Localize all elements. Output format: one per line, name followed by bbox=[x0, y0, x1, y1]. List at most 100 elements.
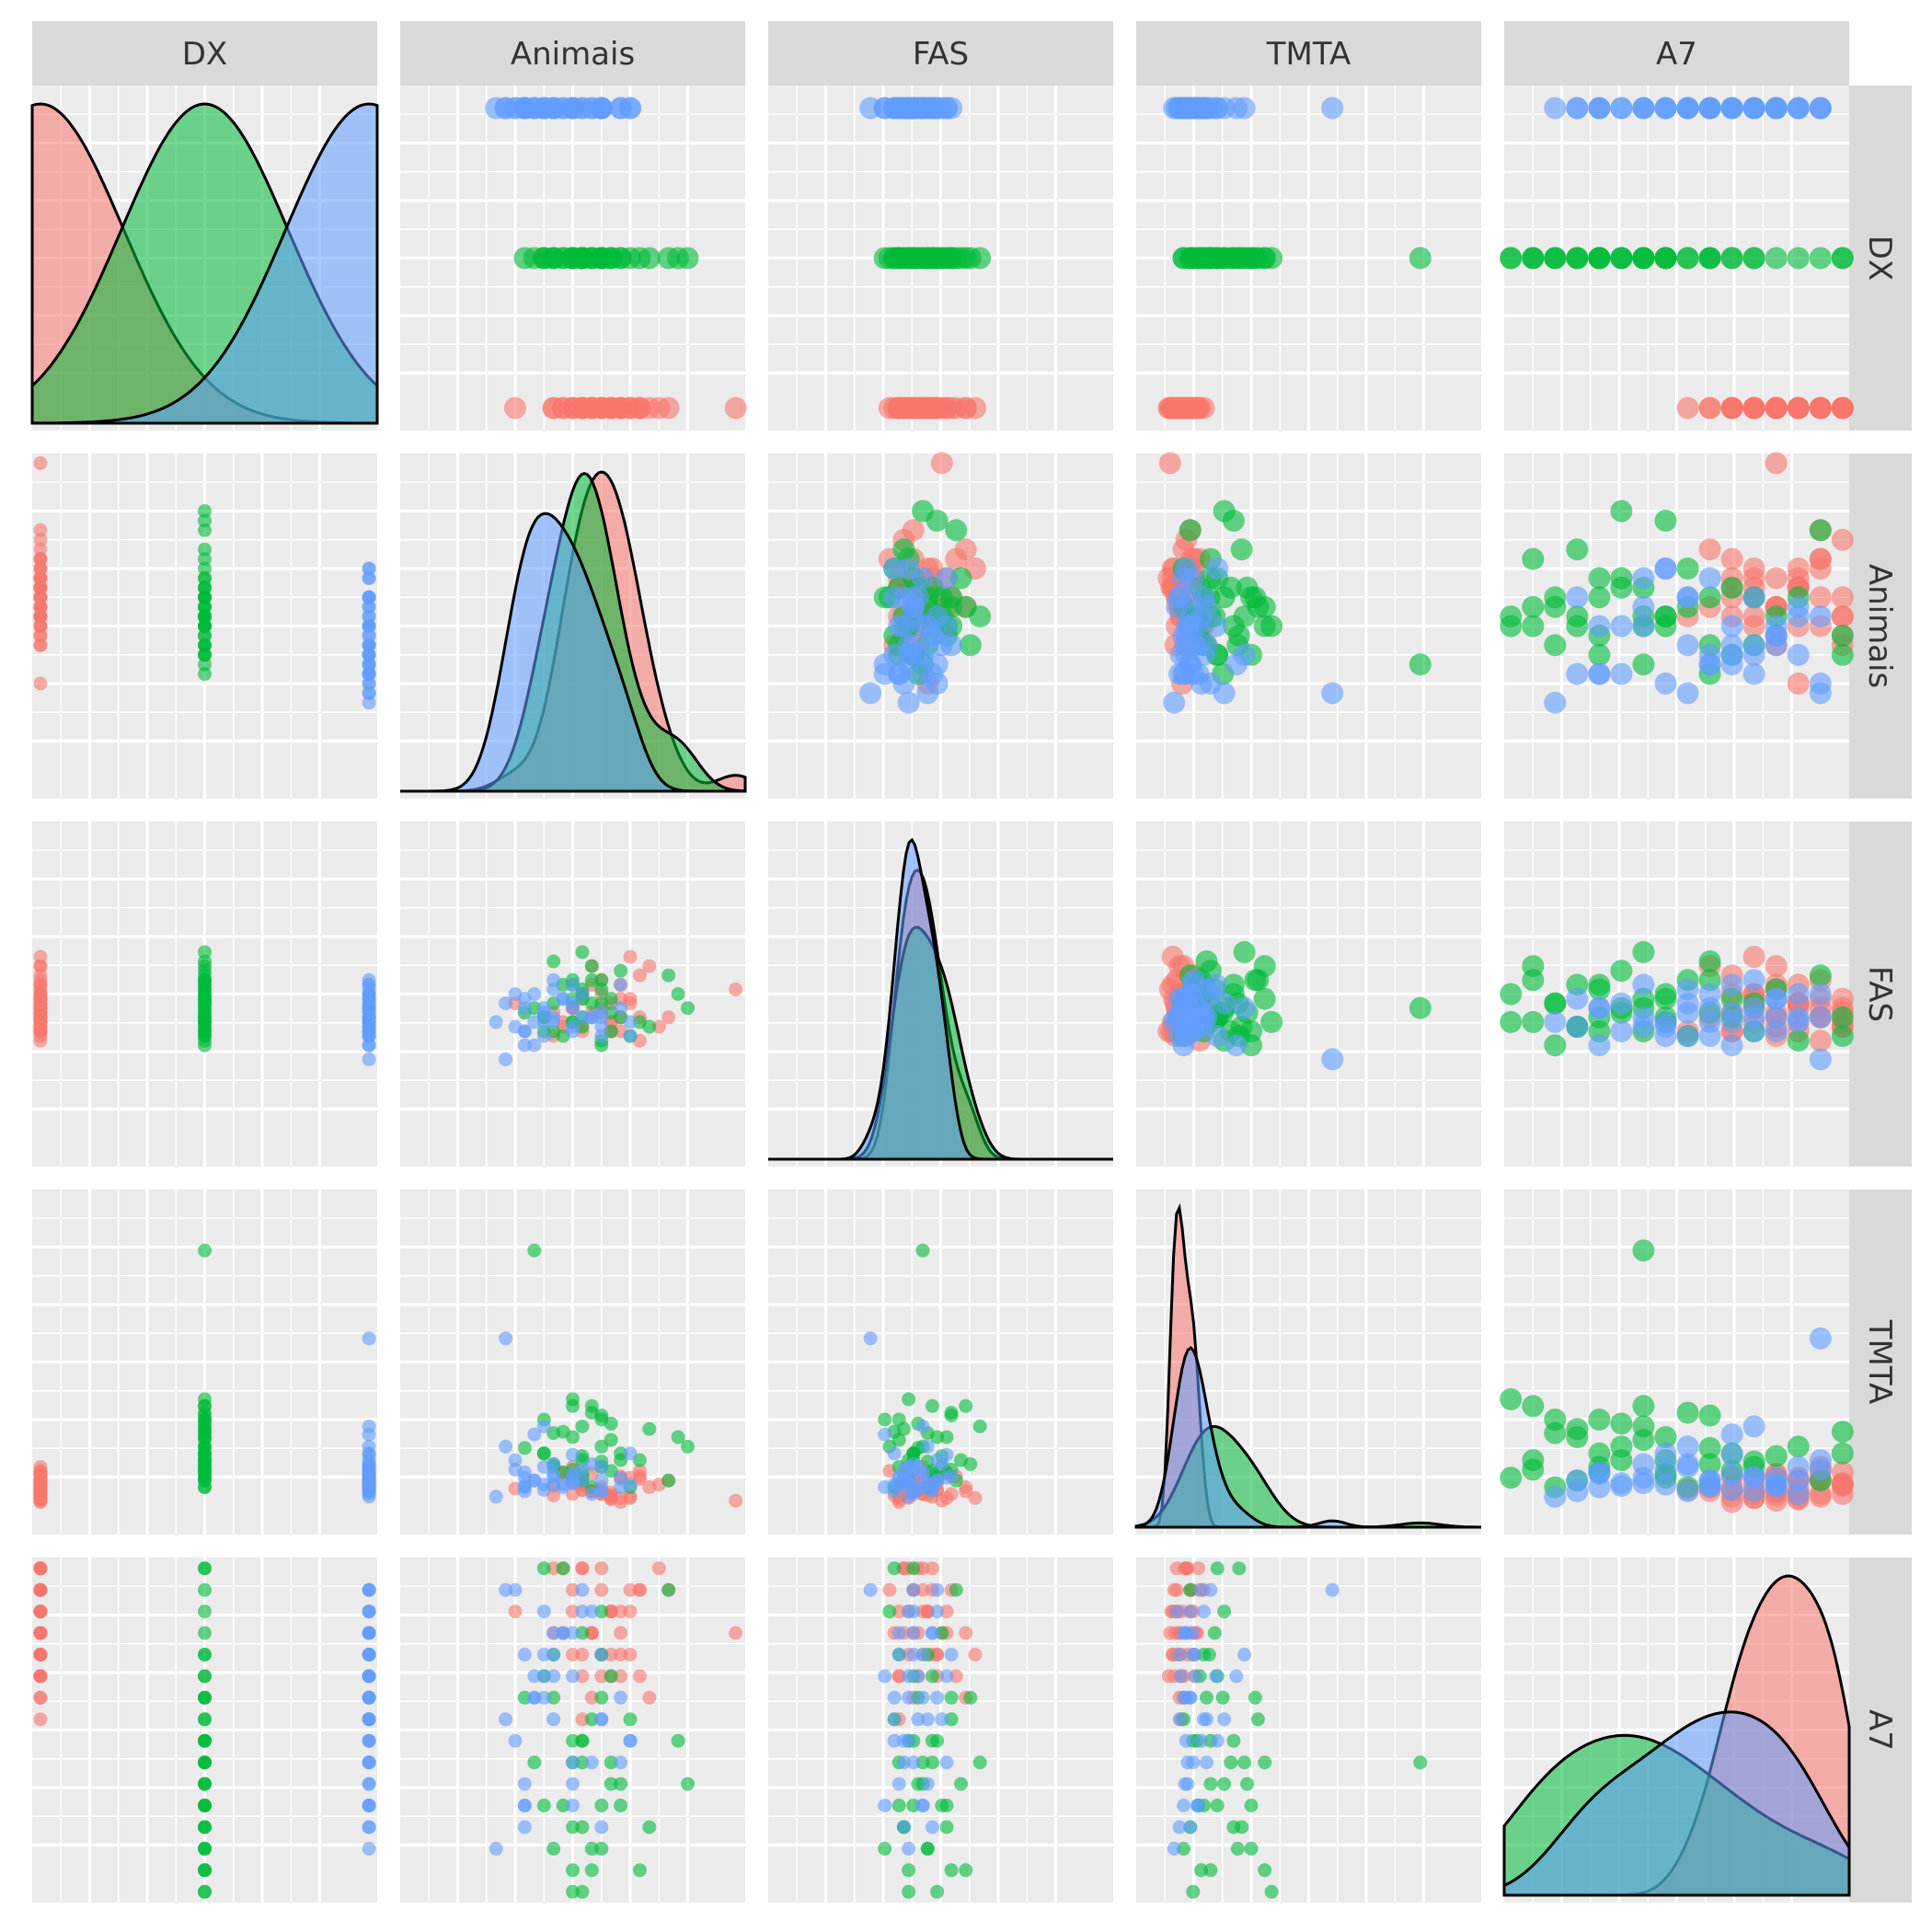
point-group-1 bbox=[1765, 955, 1788, 978]
point-group-3 bbox=[915, 1465, 930, 1479]
point-group-3 bbox=[1172, 567, 1195, 590]
point-group-2 bbox=[575, 1755, 590, 1770]
point-group-3 bbox=[1233, 996, 1256, 1019]
point-group-2 bbox=[1831, 624, 1854, 647]
point-group-3 bbox=[1787, 983, 1810, 1006]
point-group-3 bbox=[575, 987, 590, 1001]
point-group-3 bbox=[489, 1841, 503, 1856]
point-group-3 bbox=[1168, 1006, 1191, 1029]
point-group-3 bbox=[1809, 1048, 1832, 1071]
point-group-3 bbox=[614, 1480, 628, 1494]
density-curve-group-3 bbox=[1502, 1710, 1851, 1897]
point-group-2 bbox=[198, 1582, 212, 1597]
strip-label-right: A7 bbox=[1861, 1709, 1898, 1751]
point-group-3 bbox=[561, 97, 584, 120]
point-group-2 bbox=[1197, 1648, 1211, 1662]
point-group-2 bbox=[1698, 1436, 1721, 1459]
point-group-3 bbox=[546, 1669, 561, 1684]
point-group-2 bbox=[533, 247, 556, 270]
point-group-1 bbox=[614, 1669, 628, 1684]
point-group-2 bbox=[1544, 1034, 1567, 1057]
point-group-2 bbox=[681, 1777, 695, 1791]
point-group-2 bbox=[1227, 247, 1250, 270]
point-group-1 bbox=[594, 1561, 609, 1576]
point-group-2 bbox=[198, 972, 212, 987]
point-group-2 bbox=[954, 1777, 968, 1791]
point-group-2 bbox=[1544, 586, 1567, 609]
point-group-1 bbox=[920, 1604, 935, 1619]
point-group-2 bbox=[198, 600, 212, 615]
point-group-3 bbox=[362, 1820, 376, 1834]
point-group-3 bbox=[920, 1439, 935, 1454]
point-group-2 bbox=[963, 1457, 978, 1471]
point-group-2 bbox=[911, 1777, 926, 1791]
point-group-2 bbox=[883, 247, 906, 270]
point-group-3 bbox=[897, 691, 920, 714]
point-group-3 bbox=[1720, 97, 1743, 120]
point-group-1 bbox=[888, 397, 911, 420]
point-group-2 bbox=[926, 509, 949, 532]
point-group-3 bbox=[614, 1470, 628, 1485]
point-group-1 bbox=[504, 397, 526, 420]
point-group-3 bbox=[887, 1733, 902, 1748]
point-group-3 bbox=[594, 1484, 609, 1499]
point-group-3 bbox=[499, 1052, 513, 1066]
point-group-1 bbox=[33, 1626, 48, 1640]
point-group-3 bbox=[912, 662, 935, 685]
point-group-3 bbox=[1588, 615, 1611, 638]
point-group-1 bbox=[1831, 528, 1854, 551]
point-group-3 bbox=[887, 1446, 902, 1461]
point-group-2 bbox=[887, 1561, 902, 1576]
point-group-2 bbox=[671, 987, 685, 1001]
point-group-2 bbox=[1222, 509, 1245, 532]
point-group-2 bbox=[198, 1243, 212, 1258]
point-group-2 bbox=[878, 1412, 892, 1427]
point-group-1 bbox=[1720, 547, 1743, 570]
point-group-3 bbox=[527, 1690, 542, 1705]
point-group-2 bbox=[1199, 247, 1222, 270]
point-group-1 bbox=[575, 1712, 590, 1727]
panel-fas-vs-animais bbox=[400, 822, 745, 1167]
point-group-3 bbox=[1610, 97, 1633, 120]
point-group-3 bbox=[1676, 97, 1699, 120]
point-group-2 bbox=[638, 247, 661, 270]
point-group-1 bbox=[33, 455, 48, 470]
point-group-3 bbox=[930, 1690, 945, 1705]
point-group-2 bbox=[902, 247, 925, 270]
point-group-3 bbox=[1233, 97, 1256, 120]
point-group-3 bbox=[1203, 1582, 1218, 1597]
point-group-3 bbox=[920, 1712, 935, 1727]
point-group-3 bbox=[594, 1712, 609, 1727]
point-group-3 bbox=[1676, 586, 1699, 609]
point-group-3 bbox=[1720, 1034, 1743, 1057]
point-group-3 bbox=[536, 1006, 551, 1020]
point-group-3 bbox=[906, 1582, 921, 1597]
point-group-3 bbox=[1321, 1048, 1344, 1071]
point-group-2 bbox=[1522, 1395, 1545, 1418]
point-group-2 bbox=[972, 1419, 987, 1433]
point-group-2 bbox=[1831, 1006, 1854, 1029]
point-group-1 bbox=[1676, 397, 1699, 420]
point-group-3 bbox=[1177, 1799, 1190, 1812]
point-group-1 bbox=[729, 1493, 743, 1508]
strip-background bbox=[1849, 1558, 1912, 1903]
point-group-3 bbox=[887, 1712, 902, 1727]
strip-label-right: TMTA bbox=[1861, 1319, 1898, 1405]
point-group-3 bbox=[536, 1483, 551, 1497]
point-group-3 bbox=[891, 1648, 906, 1662]
point-group-2 bbox=[935, 1626, 949, 1640]
point-group-2 bbox=[944, 1690, 959, 1705]
point-group-2 bbox=[1250, 1712, 1265, 1727]
point-group-3 bbox=[1676, 1025, 1699, 1048]
point-group-3 bbox=[1676, 1001, 1699, 1024]
point-group-2 bbox=[1654, 605, 1677, 628]
strip-label-top: TMTA bbox=[1266, 36, 1351, 73]
point-group-1 bbox=[33, 1483, 48, 1497]
point-group-2 bbox=[925, 1669, 939, 1684]
point-group-2 bbox=[1244, 586, 1267, 609]
point-group-3 bbox=[1566, 1469, 1589, 1492]
point-group-3 bbox=[362, 696, 376, 710]
point-group-3 bbox=[1676, 682, 1699, 705]
point-group-2 bbox=[1522, 615, 1545, 638]
strip-background bbox=[400, 21, 745, 86]
